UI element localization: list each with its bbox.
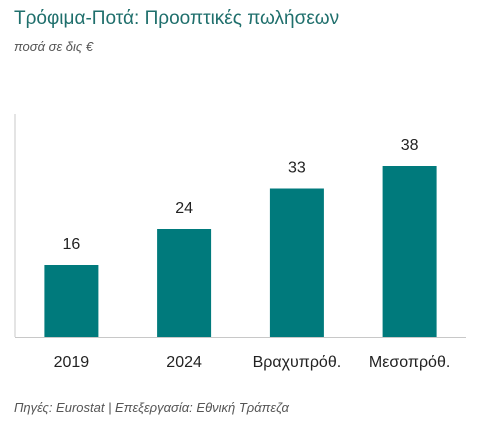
x-tick-label-0: 2019 (54, 354, 90, 371)
bar-3 (382, 166, 437, 337)
x-tick-label-1: 2024 (166, 354, 202, 371)
bar-1 (157, 229, 212, 337)
data-label-2: 33 (288, 160, 306, 177)
data-label-0: 16 (63, 236, 81, 253)
x-tick-label-2: Βραχυπρόθ. (253, 354, 342, 371)
source-note: Πηγές: Eurostat | Επεξεργασία: Εθνική Τρ… (14, 400, 289, 415)
data-label-1: 24 (175, 200, 193, 217)
data-label-3: 38 (401, 137, 419, 154)
x-tick-label-3: Μεσοπρόθ. (369, 354, 450, 371)
bar-0 (44, 265, 99, 337)
chart-subtitle: ποσά σε δις € (14, 39, 94, 54)
bar-2 (269, 188, 324, 337)
chart-title: Τρόφιμα-Ποτά: Προοπτικές πωλήσεων (14, 8, 340, 29)
